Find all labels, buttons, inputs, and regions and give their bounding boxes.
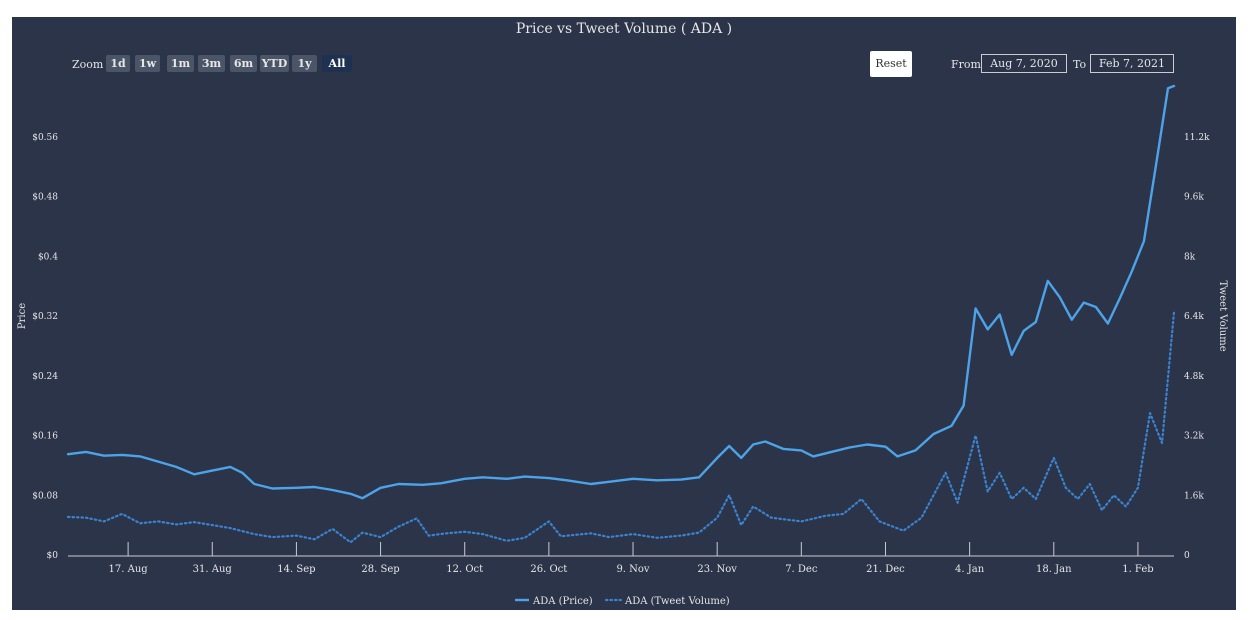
y-right-axis-title: Tweet Volume — [1217, 280, 1228, 351]
y-right-tick-label: 1.6k — [1184, 491, 1204, 501]
zoom-button-ytd[interactable]: YTD — [260, 55, 289, 72]
tweet-volume-series-line — [66, 311, 1176, 544]
zoom-button-6m[interactable]: 6m — [230, 55, 257, 72]
chart-canvas: 17. Aug 31. Aug 14. Sep 28. Sep 12. Oct 26. O… — [17, 84, 1228, 607]
x-tick-label: 31. Aug — [193, 564, 233, 575]
zoom-label: Zoom — [72, 58, 104, 71]
range-to-label: To — [1073, 58, 1087, 71]
x-tick-label: 28. Sep — [361, 564, 399, 575]
x-tick-label: 9. Nov — [616, 564, 649, 575]
x-tick-label: 21. Dec — [866, 564, 905, 575]
zoom-button-3m[interactable]: 3m — [198, 55, 225, 72]
zoom-button-all[interactable]: All — [322, 55, 352, 72]
x-tick-label: 17. Aug — [109, 564, 149, 575]
y-right-tick-label: 4.8k — [1184, 372, 1204, 382]
range-from-label: From — [951, 58, 981, 71]
y-right-tick-label: 11.2k — [1184, 133, 1210, 143]
y-left-tick-label: $0.08 — [32, 491, 58, 501]
y-right-tick-label: 9.6k — [1184, 193, 1204, 203]
y-left-tick-label: $0.4 — [38, 252, 58, 262]
x-tick-label: 18. Jan — [1036, 564, 1072, 575]
x-tick-label: 14. Sep — [277, 564, 315, 575]
y-left-tick-label: $0.56 — [32, 133, 58, 143]
x-tick-label: 26. Oct — [530, 564, 567, 575]
range-to-input[interactable]: Feb 7, 2021 — [1090, 54, 1174, 73]
x-tick-label: 4. Jan — [955, 564, 985, 575]
chart-frame: 17. Aug 31. Aug 14. Sep 28. Sep 12. Oct 26. O… — [12, 17, 1236, 610]
range-from-input[interactable]: Aug 7, 2020 — [981, 54, 1067, 73]
zoom-button-1d[interactable]: 1d — [106, 55, 130, 72]
legend-price-label: ADA (Price) — [532, 596, 593, 607]
y-right-tick-label: 8k — [1184, 252, 1196, 262]
y-right-tick-label: 6.4k — [1184, 312, 1204, 322]
y-left-tick-label: $0.48 — [32, 193, 58, 203]
chart-title: Price vs Tweet Volume ( ADA ) — [515, 21, 733, 37]
y-left-tick-label: $0.32 — [32, 312, 58, 322]
x-tick-label: 1. Feb — [1122, 564, 1153, 575]
zoom-button-1w[interactable]: 1w — [135, 55, 160, 72]
x-tick-label: 7. Dec — [785, 564, 818, 575]
y-right-tick-label: 0 — [1184, 551, 1190, 561]
y-left-tick-label: $0 — [47, 551, 59, 561]
y-left-tick-label: $0.16 — [32, 432, 58, 442]
x-tick-label: 23. Nov — [697, 564, 737, 575]
legend-tweet-label: ADA (Tweet Volume) — [624, 596, 730, 607]
price-series-line — [66, 84, 1176, 500]
x-tick-label: 12. Oct — [446, 564, 483, 575]
y-left-tick-label: $0.24 — [32, 372, 58, 382]
zoom-button-1y[interactable]: 1y — [292, 55, 317, 72]
y-left-axis-title: Price — [17, 303, 28, 329]
zoom-button-1m[interactable]: 1m — [167, 55, 194, 72]
y-right-tick-label: 3.2k — [1184, 432, 1204, 442]
reset-button[interactable]: Reset — [870, 51, 912, 77]
